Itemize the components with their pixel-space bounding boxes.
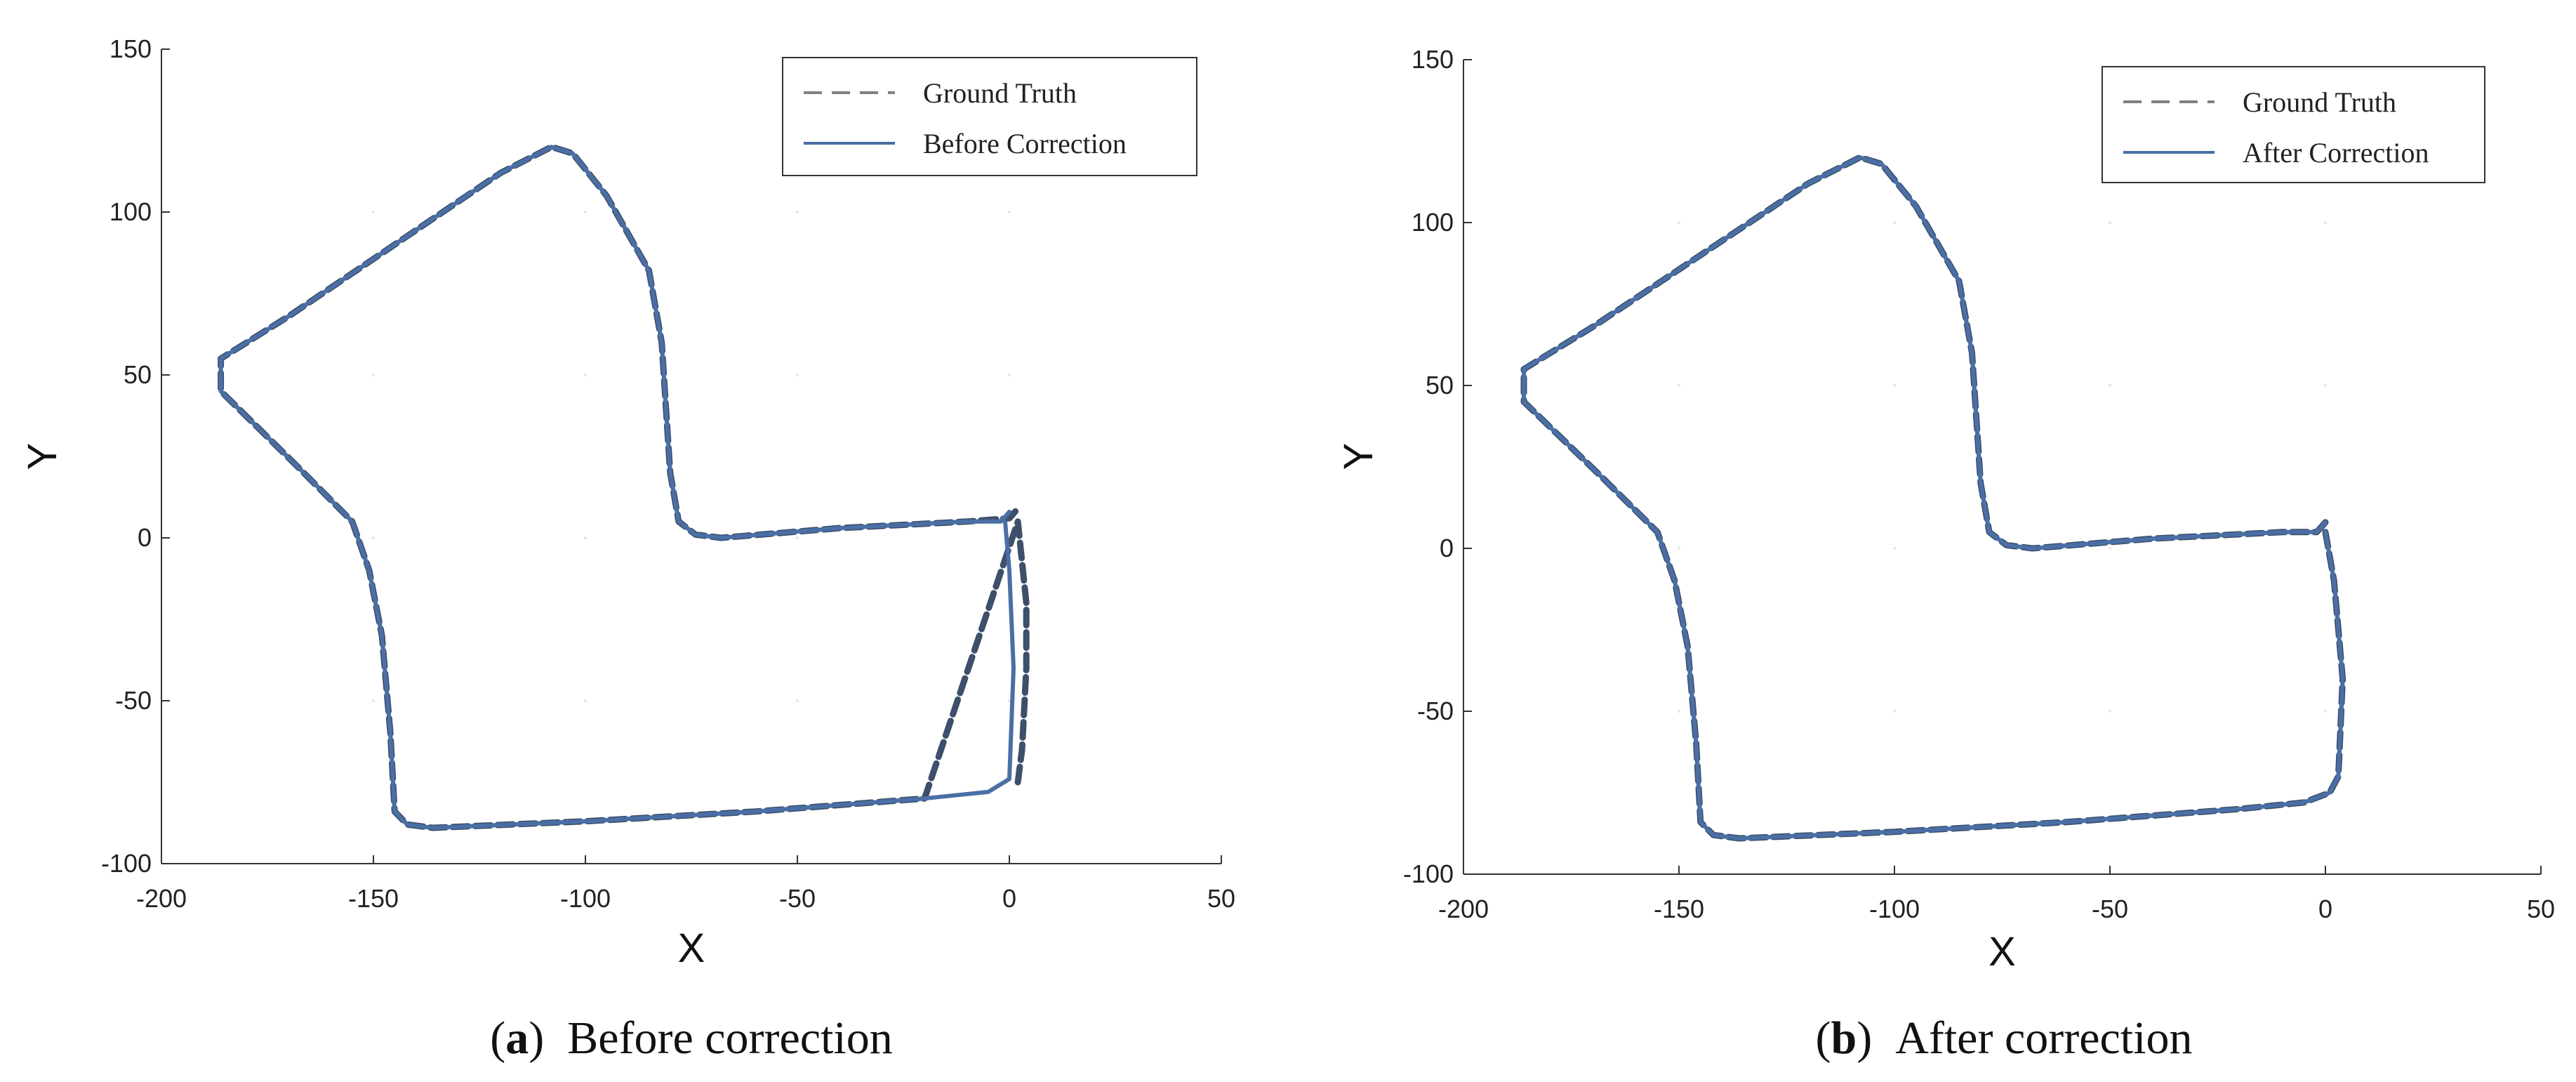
y-tick-label: -50 bbox=[1417, 697, 1454, 725]
series-line-ground-truth bbox=[218, 143, 1030, 831]
grid-dot bbox=[2109, 221, 2111, 224]
grid-dot bbox=[2109, 710, 2111, 713]
grid-dot bbox=[796, 374, 799, 376]
x-tick-label: -200 bbox=[136, 884, 187, 913]
y-tick-label: 150 bbox=[109, 34, 152, 63]
grid-dot bbox=[1678, 384, 1680, 387]
caption-paren: ) bbox=[529, 1012, 567, 1064]
x-tick-label: 0 bbox=[2318, 895, 2332, 923]
y-tick-label: -50 bbox=[115, 686, 152, 715]
y-tick-label: 100 bbox=[1412, 208, 1454, 237]
grid-dot bbox=[372, 699, 375, 702]
grid-dot bbox=[1893, 710, 1896, 713]
y-tick-label: 50 bbox=[124, 360, 152, 389]
grid-dot bbox=[584, 536, 587, 539]
grid-dot bbox=[1678, 221, 1680, 224]
grid-dot bbox=[1893, 221, 1896, 224]
x-axis-label: X bbox=[1989, 929, 2016, 975]
grid-dot bbox=[1678, 547, 1680, 550]
grid-dot bbox=[1893, 547, 1896, 550]
x-axis-label: X bbox=[678, 925, 705, 971]
panel-b: 150 100 50 0 -50 -100 -200 -150 -100 -50 0 50 X Y Grou… bbox=[1336, 45, 2555, 1064]
x-tick-label: -100 bbox=[560, 884, 611, 913]
grid-dot bbox=[2324, 384, 2327, 387]
y-tick-label: 100 bbox=[109, 197, 152, 226]
x-tick-label: -50 bbox=[2092, 895, 2128, 923]
grid-dot bbox=[372, 536, 375, 539]
grid-dot bbox=[796, 699, 799, 702]
caption: (a) Before correction bbox=[490, 1012, 893, 1064]
grid-dot bbox=[1008, 211, 1011, 213]
y-tick-label: -100 bbox=[101, 849, 152, 878]
x-tick-label: -50 bbox=[779, 884, 816, 913]
x-tick-label: 50 bbox=[2527, 895, 2555, 923]
grid-dot bbox=[1893, 384, 1896, 387]
grid-dot bbox=[2324, 221, 2327, 224]
caption-letter: a bbox=[505, 1012, 529, 1064]
legend-box bbox=[2102, 66, 2485, 183]
grid-dot bbox=[2109, 384, 2111, 387]
x-tick-label: -100 bbox=[1869, 895, 1920, 923]
caption-text: After correction bbox=[1895, 1012, 2192, 1064]
y-axis-label: Y bbox=[20, 443, 65, 470]
legend-label: After Correction bbox=[2243, 137, 2429, 169]
y-tick-label: 150 bbox=[1412, 45, 1454, 74]
caption-text: Before correction bbox=[567, 1012, 893, 1064]
caption-paren: ( bbox=[1816, 1012, 1831, 1064]
y-tick-label: 0 bbox=[138, 523, 152, 552]
panel-a: 150 100 50 0 -50 -100 -200 -150 -100 -50 0 50 X Y Grou… bbox=[20, 34, 1235, 1064]
grid-dot bbox=[372, 374, 375, 376]
grid-dot bbox=[584, 699, 587, 702]
grid-dot bbox=[796, 536, 799, 539]
caption: (b) After correction bbox=[1816, 1012, 2193, 1064]
grid-dot bbox=[1008, 374, 1011, 376]
legend-label: Before Correction bbox=[923, 128, 1127, 159]
grid-dot bbox=[372, 211, 375, 213]
grid-dot bbox=[584, 374, 587, 376]
legend-label: Ground Truth bbox=[2243, 86, 2396, 118]
x-tick-label: -150 bbox=[348, 884, 399, 913]
caption-paren: ) bbox=[1857, 1012, 1895, 1064]
x-tick-label: 0 bbox=[1002, 884, 1016, 913]
caption-paren: ( bbox=[490, 1012, 505, 1064]
x-tick-label: -150 bbox=[1654, 895, 1704, 923]
y-tick-label: -100 bbox=[1403, 859, 1454, 888]
grid-dot bbox=[796, 211, 799, 213]
grid-dot bbox=[2324, 710, 2327, 713]
grid-dot bbox=[2109, 547, 2111, 550]
series-line-corrected bbox=[218, 145, 1016, 830]
x-tick-label: 50 bbox=[1207, 884, 1235, 913]
caption-letter: b bbox=[1831, 1012, 1857, 1064]
series-line-corrected bbox=[1522, 155, 2345, 840]
legend-box bbox=[782, 57, 1197, 176]
x-tick-label: -200 bbox=[1438, 895, 1489, 923]
y-tick-label: 50 bbox=[1426, 371, 1454, 400]
legend-label: Ground Truth bbox=[923, 77, 1077, 109]
grid-dot bbox=[1008, 699, 1011, 702]
grid-dot bbox=[584, 211, 587, 213]
y-tick-label: 0 bbox=[1440, 534, 1454, 562]
y-axis-label: Y bbox=[1336, 443, 1381, 470]
grid-dot bbox=[1678, 710, 1680, 713]
series-line-ground-truth bbox=[1520, 154, 2346, 842]
